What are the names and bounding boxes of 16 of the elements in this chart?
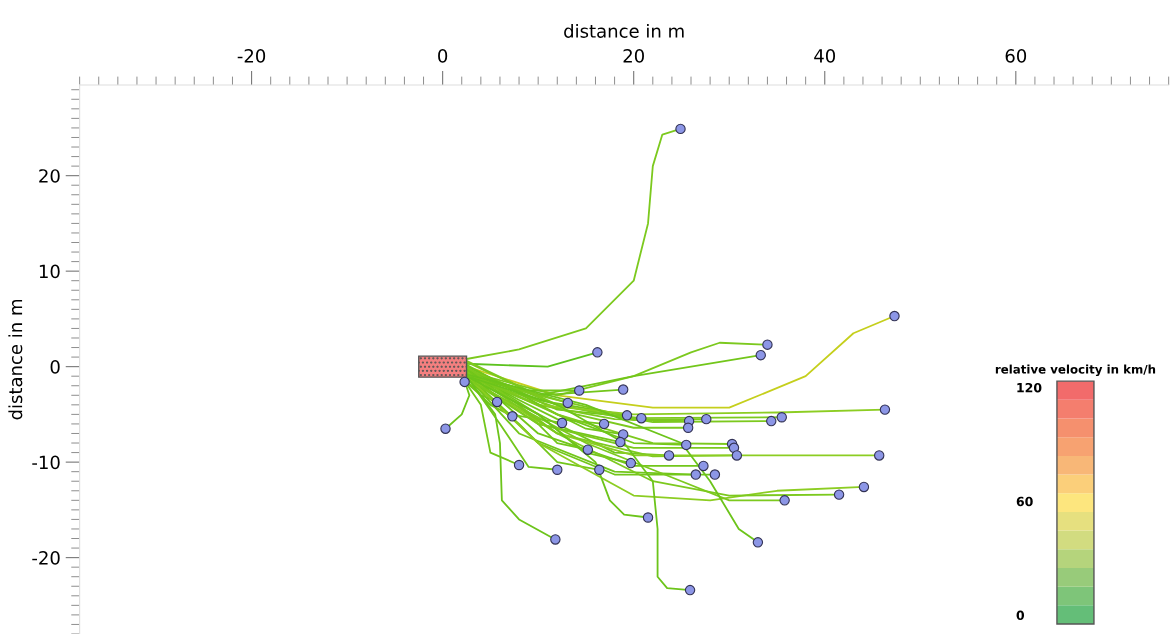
x-tick-label: -20 (237, 49, 266, 63)
y-tick-label: 10 (39, 264, 60, 279)
y-tick-label: -20 (32, 551, 60, 565)
x-tick-label: 0 (438, 49, 448, 63)
annotation: 0 (1016, 610, 1025, 620)
annotation: 120 (1017, 382, 1042, 393)
x-tick-label: 60 (1005, 49, 1027, 63)
y-tick-label: 20 (39, 169, 60, 183)
annotation: relative velocity in km/h (995, 364, 1156, 377)
y-tick-label: -10 (32, 455, 60, 470)
y-axis-title: distance in m (8, 299, 23, 420)
y-tick-label: 0 (50, 360, 60, 374)
x-tick-label: 20 (623, 49, 644, 63)
x-axis-title: distance in m (564, 23, 684, 38)
annotation: 60 (1016, 496, 1033, 507)
x-tick-label: 40 (814, 49, 836, 63)
